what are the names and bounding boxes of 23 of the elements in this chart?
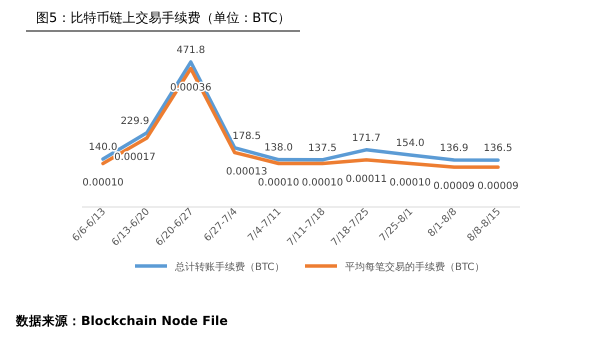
data-label: 0.00010 <box>258 177 300 188</box>
data-label: 0.00017 <box>114 152 156 163</box>
data-label: 471.8 <box>176 45 206 56</box>
data-label: 0.00009 <box>433 181 475 192</box>
data-label: 136.5 <box>484 143 512 154</box>
data-label: 0.00010 <box>302 177 344 188</box>
data-label: 0.00010 <box>390 177 431 188</box>
data-label: 229.9 <box>120 116 150 127</box>
data-label: 138.0 <box>264 142 293 154</box>
data-label: 136.9 <box>440 142 468 154</box>
data-label: 137.5 <box>308 142 337 154</box>
data-label: 154.0 <box>396 138 425 149</box>
data-label: 171.7 <box>352 132 381 144</box>
legend-label: 平均每笔交易的手续费（BTC） <box>345 261 484 273</box>
data-label: 140.0 <box>88 142 118 154</box>
data-label: 0.00011 <box>346 174 388 185</box>
chart-title: 图5：比特币链上交易手续费（单位：BTC） <box>36 10 290 26</box>
data-label: 0.00010 <box>82 177 124 188</box>
data-label: 0.00013 <box>226 166 268 178</box>
data-label: 0.00009 <box>477 181 519 192</box>
source-note: 数据来源：Blockchain Node File <box>15 313 228 328</box>
legend-label: 总计转账手续费（BTC） <box>174 261 284 273</box>
data-label: 178.5 <box>232 130 261 142</box>
